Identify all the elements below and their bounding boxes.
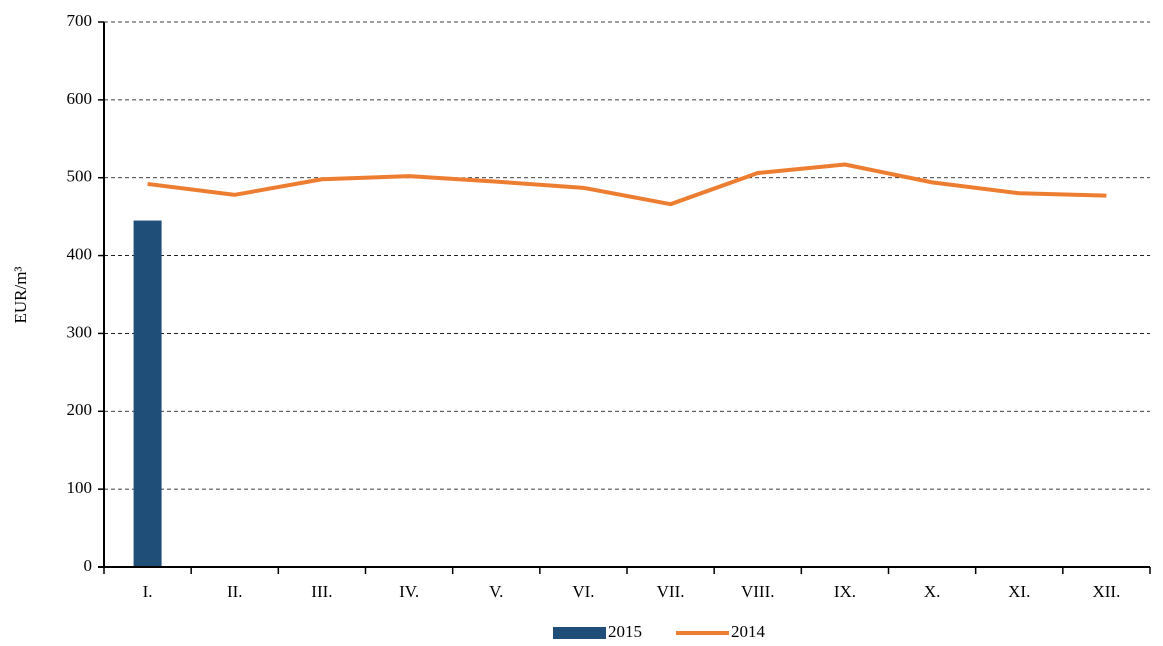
x-tick-label: II. — [227, 582, 243, 601]
bar — [133, 220, 162, 568]
line — [147, 162, 1107, 207]
x-tick-label: III. — [311, 582, 332, 601]
x-tick-label: XI. — [1008, 582, 1030, 601]
legend-label: 2014 — [731, 622, 766, 641]
x-tick-label: XII. — [1092, 582, 1120, 601]
y-tick-label: 0 — [84, 556, 93, 575]
x-tick-label: IV. — [399, 582, 419, 601]
legend-label: 2015 — [608, 622, 642, 641]
x-tick-label: IX. — [834, 582, 856, 601]
y-tick-label: 600 — [67, 89, 93, 108]
x-tick-label: I. — [143, 582, 153, 601]
x-tick-label: X. — [924, 582, 941, 601]
y-tick-label: 200 — [67, 400, 93, 419]
x-tick-label: VI. — [572, 582, 594, 601]
x-tick-label: V. — [489, 582, 503, 601]
x-tick-label: VII. — [657, 582, 685, 601]
legend-swatch — [553, 627, 606, 639]
y-tick-label: 300 — [67, 322, 93, 341]
y-axis-label: EUR/m³ — [11, 266, 30, 323]
y-tick-label: 100 — [67, 478, 93, 497]
x-tick-label: VIII. — [741, 582, 775, 601]
y-tick-label: 500 — [67, 167, 93, 186]
y-tick-label: 400 — [67, 244, 93, 263]
y-tick-label: 700 — [67, 11, 93, 30]
